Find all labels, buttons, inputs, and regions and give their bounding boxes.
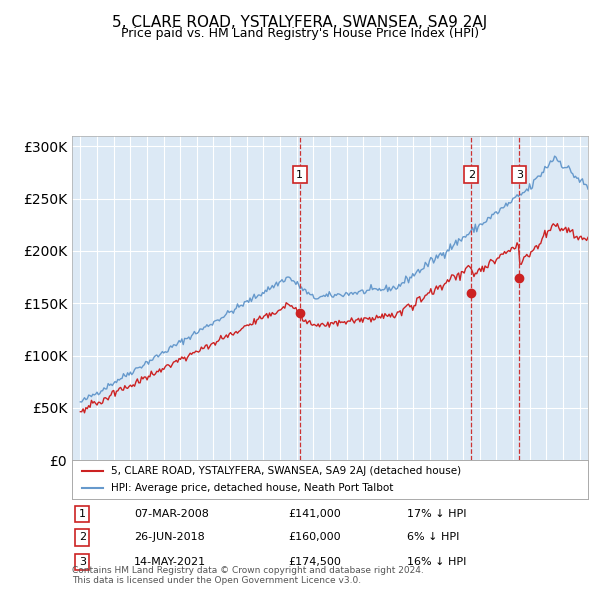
Text: 07-MAR-2008: 07-MAR-2008	[134, 509, 209, 519]
Text: HPI: Average price, detached house, Neath Port Talbot: HPI: Average price, detached house, Neat…	[110, 483, 393, 493]
Text: £141,000: £141,000	[289, 509, 341, 519]
Text: Contains HM Land Registry data © Crown copyright and database right 2024.
This d: Contains HM Land Registry data © Crown c…	[72, 566, 424, 585]
Text: 26-JUN-2018: 26-JUN-2018	[134, 532, 205, 542]
Text: 6% ↓ HPI: 6% ↓ HPI	[407, 532, 460, 542]
Text: Price paid vs. HM Land Registry's House Price Index (HPI): Price paid vs. HM Land Registry's House …	[121, 27, 479, 40]
Text: 2: 2	[79, 532, 86, 542]
Text: 1: 1	[296, 170, 303, 179]
Text: 2: 2	[468, 170, 475, 179]
Text: £174,500: £174,500	[289, 557, 341, 567]
Text: 1: 1	[79, 509, 86, 519]
Text: £160,000: £160,000	[289, 532, 341, 542]
Text: 3: 3	[516, 170, 523, 179]
Text: 14-MAY-2021: 14-MAY-2021	[134, 557, 206, 567]
Text: 17% ↓ HPI: 17% ↓ HPI	[407, 509, 467, 519]
Text: 5, CLARE ROAD, YSTALYFERA, SWANSEA, SA9 2AJ: 5, CLARE ROAD, YSTALYFERA, SWANSEA, SA9 …	[112, 15, 488, 30]
Text: 3: 3	[79, 557, 86, 567]
Text: 16% ↓ HPI: 16% ↓ HPI	[407, 557, 467, 567]
Text: 5, CLARE ROAD, YSTALYFERA, SWANSEA, SA9 2AJ (detached house): 5, CLARE ROAD, YSTALYFERA, SWANSEA, SA9 …	[110, 466, 461, 476]
